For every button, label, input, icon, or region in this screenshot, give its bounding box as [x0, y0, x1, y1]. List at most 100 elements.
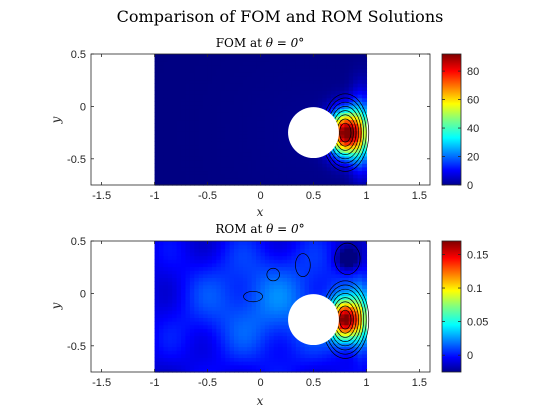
field-cell — [167, 115, 173, 121]
field-cell — [242, 288, 248, 293]
field-cell — [216, 324, 222, 329]
field-cell — [309, 170, 315, 175]
field-cell — [167, 137, 173, 142]
field-cell — [264, 144, 270, 150]
field-cell — [273, 75, 279, 81]
field-cell — [172, 54, 178, 59]
field-cell — [291, 291, 297, 297]
field-cell — [326, 266, 332, 271]
field-cell — [291, 166, 297, 172]
field-cell — [353, 335, 359, 340]
field-cell — [158, 313, 164, 319]
fom-y-ticks: 0.50-0.5 — [67, 49, 430, 166]
field-cell — [353, 302, 359, 308]
field-cell — [256, 79, 262, 84]
field-cell — [295, 61, 301, 66]
field-cell — [181, 108, 187, 113]
field-cell — [286, 248, 292, 253]
field-cell — [362, 170, 368, 175]
field-cell — [242, 86, 248, 91]
field-cell — [264, 331, 270, 337]
field-cell — [163, 134, 169, 139]
field-cell — [286, 281, 292, 286]
field-cell — [189, 262, 195, 268]
field-cell — [282, 281, 288, 286]
field-cell — [300, 262, 306, 268]
field-cell — [256, 281, 262, 286]
field-cell — [176, 328, 182, 333]
field-cell — [344, 317, 350, 322]
field-cell — [172, 277, 178, 282]
field-cell — [348, 126, 354, 132]
field-cell — [326, 281, 332, 286]
field-cell — [339, 342, 345, 348]
field-cell — [220, 57, 226, 62]
field-cell — [278, 130, 284, 135]
field-cell — [291, 281, 297, 286]
field-cell — [163, 284, 169, 289]
field-cell — [273, 86, 279, 91]
field-cell — [348, 270, 354, 275]
field-cell — [300, 291, 306, 297]
field-cell — [203, 144, 209, 150]
field-cell — [331, 83, 337, 88]
field-cell — [181, 357, 187, 362]
field-cell — [216, 126, 222, 132]
field-cell — [172, 306, 178, 311]
field-cell — [225, 130, 231, 135]
field-cell — [154, 83, 160, 88]
field-cell — [172, 255, 178, 260]
field-cell — [348, 104, 354, 110]
field-cell — [216, 262, 222, 268]
field-cell — [344, 126, 350, 132]
field-cell — [176, 321, 182, 326]
field-cell — [300, 159, 306, 164]
field-cell — [167, 262, 173, 268]
field-cell — [216, 108, 222, 113]
field-cell — [278, 255, 284, 260]
field-cell — [167, 295, 173, 300]
field-cell — [207, 259, 213, 264]
field-cell — [207, 104, 213, 110]
field-cell — [251, 299, 257, 304]
field-cell — [154, 170, 160, 175]
field-cell — [331, 270, 337, 275]
field-cell — [194, 302, 200, 308]
field-cell — [163, 273, 169, 278]
field-cell — [273, 144, 279, 150]
field-cell — [353, 177, 359, 182]
contour-line — [339, 122, 352, 143]
field-cell — [229, 152, 235, 157]
figure-title: Comparison of FOM and ROM Solutions — [117, 7, 444, 26]
field-cell — [273, 57, 279, 62]
field-cell — [309, 350, 315, 355]
field-cell — [229, 302, 235, 308]
field-cell — [216, 72, 222, 77]
field-cell — [220, 255, 226, 260]
field-cell — [300, 248, 306, 253]
field-cell — [264, 266, 270, 271]
field-cell — [362, 123, 368, 128]
field-cell — [256, 328, 262, 333]
field-cell — [295, 244, 301, 249]
field-cell — [167, 273, 173, 278]
field-cell — [353, 166, 359, 172]
field-cell — [256, 134, 262, 139]
field-cell — [234, 244, 240, 249]
field-cell — [194, 141, 200, 146]
field-cell — [256, 90, 262, 95]
field-cell — [269, 97, 275, 102]
field-cell — [335, 152, 341, 157]
field-cell — [229, 357, 235, 362]
field-cell — [198, 328, 204, 333]
field-cell — [225, 148, 231, 153]
field-cell — [331, 155, 337, 161]
field-cell — [331, 75, 337, 81]
field-cell — [238, 155, 244, 161]
field-cell — [198, 364, 204, 369]
field-cell — [163, 368, 169, 373]
field-cell — [291, 335, 297, 340]
field-cell — [291, 288, 297, 293]
field-cell — [167, 97, 173, 102]
field-cell — [229, 350, 235, 355]
